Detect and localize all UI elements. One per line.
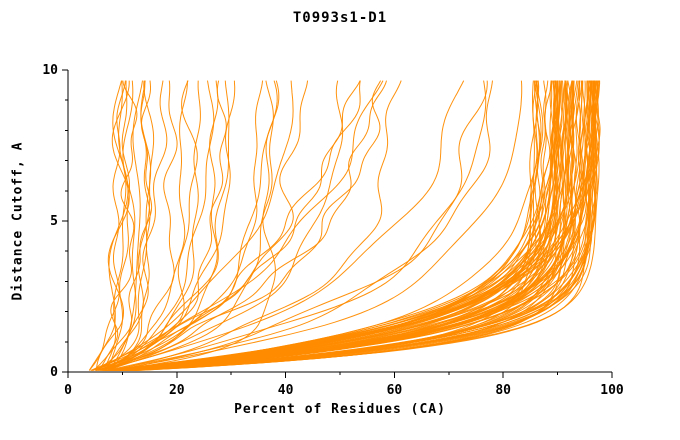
model-curve-good-models — [106, 80, 581, 371]
x-tick-label: 100 — [600, 383, 624, 398]
model-curve-mid-models — [107, 80, 361, 371]
model-curve-mid-models — [90, 80, 384, 371]
model-curve-poor-models — [109, 80, 236, 371]
model-curve-good-models — [115, 80, 599, 371]
model-curve-good-models — [118, 80, 599, 371]
model-curve-mid-models — [95, 80, 294, 371]
model-curve-mid-models — [101, 80, 387, 371]
y-tick-label: 0 — [50, 365, 58, 380]
axes — [62, 69, 613, 378]
model-curve-mid-models — [100, 80, 465, 371]
model-curve-good-models — [120, 80, 599, 371]
model-curve-good-models — [108, 80, 589, 371]
model-curve-poor-models — [108, 80, 137, 371]
model-curve-good-models — [125, 80, 584, 371]
model-curve-mid-models — [103, 80, 361, 371]
model-curve-mid-models — [113, 80, 523, 371]
model-curve-good-models — [129, 80, 601, 371]
model-curve-poor-models — [100, 80, 198, 371]
model-curve-mid-models — [111, 80, 402, 371]
model-curve-good-models — [126, 80, 601, 371]
model-curve-poor-models — [95, 80, 219, 371]
model-curve-mid-models — [104, 80, 487, 371]
x-tick-label: 60 — [387, 383, 403, 398]
model-curve-poor-models — [105, 80, 130, 371]
model-curve-poor-models — [99, 80, 264, 371]
model-curve-good-models — [115, 80, 554, 371]
x-tick-label: 80 — [495, 383, 511, 398]
y-axis-label: Distance Cutoff, A — [10, 141, 26, 301]
x-axis-label: Percent of Residues (CA) — [234, 402, 446, 417]
model-curve-good-models — [117, 80, 558, 371]
model-curve-good-models — [136, 80, 592, 371]
x-tick-label: 40 — [278, 383, 294, 398]
model-curve-good-models — [128, 80, 600, 371]
x-tick-label: 0 — [64, 383, 72, 398]
model-curve-good-models — [108, 80, 553, 371]
model-curve-poor-models — [102, 80, 127, 371]
model-curve-mid-models — [99, 80, 309, 371]
model-curve-poor-models — [102, 80, 151, 371]
model-curve-poor-models — [108, 80, 188, 371]
model-curve-mid-models — [114, 80, 488, 371]
y-tick-label: 5 — [50, 214, 58, 229]
model-curve-good-models — [122, 80, 560, 371]
model-curve-mid-models — [105, 80, 382, 371]
model-curve-mid-models — [107, 80, 493, 371]
chart-title: T0993s1-D1 — [292, 10, 388, 26]
model-curve-poor-models — [98, 80, 138, 371]
model-curve-poor-models — [106, 80, 230, 371]
model-curve-poor-models — [94, 80, 152, 371]
model-curve-good-models — [121, 80, 542, 371]
model-curve-good-models — [122, 80, 535, 371]
model-curve-poor-models — [96, 80, 168, 371]
model-curve-good-models — [126, 80, 592, 371]
model-curve-good-models — [119, 80, 579, 371]
x-tick-label: 20 — [169, 383, 185, 398]
y-tick-label: 10 — [42, 63, 58, 78]
model-curve-good-models — [120, 80, 595, 371]
model-curve-good-models — [123, 80, 569, 371]
model-curve-good-models — [109, 80, 564, 371]
model-curve-poor-models — [108, 80, 215, 371]
model-curves — [88, 80, 601, 371]
model-curve-good-models — [113, 80, 539, 371]
model-curve-good-models — [103, 80, 598, 371]
model-curve-good-models — [110, 80, 569, 371]
model-curve-poor-models — [97, 80, 178, 371]
model-curve-mid-models — [105, 80, 344, 371]
model-curve-good-models — [128, 80, 584, 371]
model-curve-poor-models — [112, 80, 280, 371]
